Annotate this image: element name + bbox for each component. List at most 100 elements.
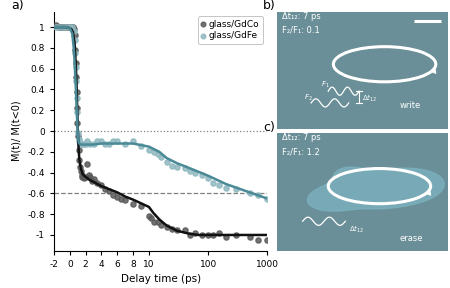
glass/GdCo <box>102 187 109 192</box>
glass/GdFe <box>264 196 271 201</box>
glass/GdFe <box>209 181 216 185</box>
glass/GdFe <box>73 96 80 100</box>
glass/GdFe <box>72 64 79 69</box>
glass/GdFe <box>122 141 129 146</box>
glass/GdCo <box>246 235 253 239</box>
glass/GdFe <box>81 141 88 146</box>
X-axis label: Delay time (ps): Delay time (ps) <box>121 274 201 284</box>
glass/GdFe <box>76 139 83 144</box>
glass/GdCo <box>117 196 125 201</box>
glass/GdCo <box>57 25 64 29</box>
glass/GdCo <box>76 158 83 162</box>
glass/GdCo <box>110 193 117 198</box>
glass/GdFe <box>181 166 188 171</box>
glass/GdFe <box>145 147 153 152</box>
Text: a): a) <box>11 0 24 12</box>
Text: $F_1$: $F_1$ <box>321 79 330 90</box>
Legend: glass/GdCo, glass/GdFe: glass/GdCo, glass/GdFe <box>198 16 263 43</box>
glass/GdCo <box>71 33 78 38</box>
glass/GdFe <box>110 139 117 144</box>
glass/GdFe <box>52 25 59 29</box>
glass/GdCo <box>64 25 71 29</box>
glass/GdCo <box>54 25 62 29</box>
glass/GdCo <box>181 228 188 232</box>
glass/GdCo <box>62 25 69 29</box>
Text: Δt₁₂: 7 ps: Δt₁₂: 7 ps <box>282 12 321 20</box>
glass/GdCo <box>74 120 81 125</box>
glass/GdCo <box>222 235 230 239</box>
glass/GdFe <box>72 51 79 55</box>
glass/GdCo <box>73 89 80 94</box>
glass/GdFe <box>58 25 66 29</box>
glass/GdFe <box>79 141 86 146</box>
glass/GdCo <box>130 202 137 206</box>
glass/GdCo <box>145 214 153 219</box>
glass/GdCo <box>72 75 80 79</box>
glass/GdFe <box>191 170 198 175</box>
Text: $\Delta t_{12}$: $\Delta t_{12}$ <box>362 92 378 104</box>
Y-axis label: M(t)/ M(t<0): M(t)/ M(t<0) <box>12 101 22 161</box>
glass/GdCo <box>169 226 176 231</box>
glass/GdCo <box>122 197 129 202</box>
glass/GdFe <box>154 151 161 156</box>
Text: write: write <box>400 101 421 110</box>
glass/GdFe <box>137 143 144 148</box>
glass/GdCo <box>68 25 75 29</box>
glass/GdFe <box>150 149 157 154</box>
glass/GdCo <box>150 220 157 225</box>
glass/GdCo <box>215 231 222 235</box>
glass/GdFe <box>199 173 206 177</box>
glass/GdCo <box>209 233 216 237</box>
glass/GdFe <box>77 141 85 146</box>
glass/GdCo <box>264 238 271 242</box>
glass/GdCo <box>205 233 212 237</box>
glass/GdFe <box>158 155 165 159</box>
glass/GdFe <box>82 141 89 146</box>
glass/GdCo <box>94 181 101 185</box>
glass/GdCo <box>163 224 170 229</box>
glass/GdFe <box>130 139 137 144</box>
glass/GdCo <box>85 173 92 177</box>
glass/GdCo <box>72 48 79 52</box>
Text: $F_2$: $F_2$ <box>304 92 313 103</box>
Text: c): c) <box>263 121 275 134</box>
glass/GdFe <box>169 164 176 169</box>
glass/GdFe <box>246 191 253 196</box>
glass/GdCo <box>84 162 91 166</box>
glass/GdCo <box>76 165 84 170</box>
glass/GdCo <box>158 222 165 227</box>
Text: erase: erase <box>400 234 423 243</box>
glass/GdCo <box>137 204 144 208</box>
glass/GdFe <box>84 139 91 144</box>
glass/GdFe <box>54 25 62 29</box>
glass/GdFe <box>163 160 170 164</box>
glass/GdCo <box>69 25 76 29</box>
Polygon shape <box>307 167 444 211</box>
glass/GdFe <box>90 141 97 146</box>
glass/GdFe <box>114 139 121 144</box>
glass/GdCo <box>82 175 89 179</box>
glass/GdFe <box>102 141 109 146</box>
glass/GdFe <box>94 139 101 144</box>
glass/GdCo <box>98 183 105 187</box>
glass/GdFe <box>98 139 105 144</box>
glass/GdFe <box>62 25 69 29</box>
glass/GdFe <box>86 141 93 146</box>
glass/GdCo <box>79 175 86 179</box>
glass/GdFe <box>174 165 181 170</box>
Text: b): b) <box>263 0 276 12</box>
glass/GdCo <box>70 27 77 31</box>
Text: $\Delta t_{12}$: $\Delta t_{12}$ <box>349 224 364 235</box>
glass/GdCo <box>60 25 67 29</box>
glass/GdFe <box>106 141 113 146</box>
glass/GdCo <box>66 25 73 29</box>
Text: Δt₁₂: 7 ps: Δt₁₂: 7 ps <box>282 133 321 142</box>
glass/GdCo <box>191 231 198 235</box>
glass/GdFe <box>66 25 73 29</box>
glass/GdCo <box>174 228 181 232</box>
glass/GdCo <box>68 25 76 29</box>
glass/GdFe <box>205 175 212 180</box>
glass/GdFe <box>215 183 222 187</box>
Text: F₂/F₁: 1.2: F₂/F₁: 1.2 <box>282 147 320 156</box>
glass/GdFe <box>70 29 77 34</box>
